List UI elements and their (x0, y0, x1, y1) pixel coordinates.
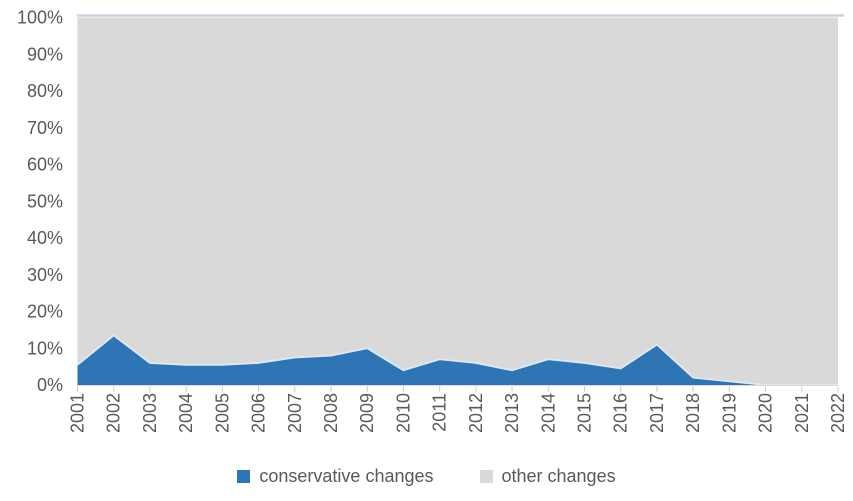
x-axis-label-2001: 2001 (68, 393, 88, 433)
y-axis-label-100pct: 100% (17, 8, 63, 28)
area-series-conservative-changes (77, 335, 838, 385)
x-axis-label-2015: 2015 (575, 393, 595, 433)
x-axis-label-2008: 2008 (321, 393, 341, 433)
y-axis-label-80pct: 80% (27, 81, 63, 101)
x-axis-label-2019: 2019 (719, 393, 739, 433)
chart-legend: conservative changes other changes (0, 466, 853, 487)
x-axis-label-2014: 2014 (538, 393, 558, 433)
y-axis-label-20pct: 20% (27, 302, 63, 322)
y-axis-label-60pct: 60% (27, 155, 63, 175)
y-axis-label-70pct: 70% (27, 118, 63, 138)
x-axis-label-2016: 2016 (611, 393, 631, 433)
x-axis-label-2022: 2022 (828, 393, 848, 433)
x-axis-label-2003: 2003 (140, 393, 160, 433)
y-axis-label-10pct: 10% (27, 338, 63, 358)
stacked-area-chart: 0% 10% 20% 30% 40% 50% 60% 70% 80% 90% 100% 2001 200… (17, 8, 848, 434)
x-axis-label-2009: 2009 (357, 393, 377, 433)
legend-swatch-conservative-changes (237, 470, 251, 483)
y-axis-label-30pct: 30% (27, 265, 63, 285)
x-axis-label-2011: 2011 (430, 393, 450, 432)
y-axis-label-0pct: 0% (37, 375, 63, 395)
x-axis-label-2012: 2012 (466, 393, 486, 433)
x-axis-label-2002: 2002 (104, 393, 124, 433)
x-axis-label-2013: 2013 (502, 393, 522, 433)
x-axis-label-2018: 2018 (683, 393, 703, 433)
x-axis-label-2010: 2010 (393, 393, 413, 433)
legend-label-conservative-changes: conservative changes (259, 466, 434, 486)
area-series-other-changes (77, 17, 838, 385)
x-axis-label-2007: 2007 (285, 393, 305, 433)
x-axis-label-2006: 2006 (249, 393, 269, 433)
x-axis-label-2005: 2005 (212, 393, 232, 433)
x-axis-label-2004: 2004 (176, 393, 196, 433)
y-axis-label-90pct: 90% (27, 44, 63, 64)
area-series-conservative-changes-edge (76, 334, 838, 386)
x-axis-label-2021: 2021 (792, 393, 812, 433)
legend-label-other-changes: other changes (501, 466, 616, 486)
legend-item-other-changes: other changes (479, 466, 616, 487)
x-axis-label-2017: 2017 (647, 393, 667, 433)
legend-item-conservative-changes: conservative changes (237, 466, 434, 487)
x-axis-label-2020: 2020 (756, 393, 776, 433)
y-axis-label-50pct: 50% (27, 191, 63, 211)
legend-swatch-other-changes (479, 470, 493, 483)
y-axis-label-40pct: 40% (27, 228, 63, 248)
